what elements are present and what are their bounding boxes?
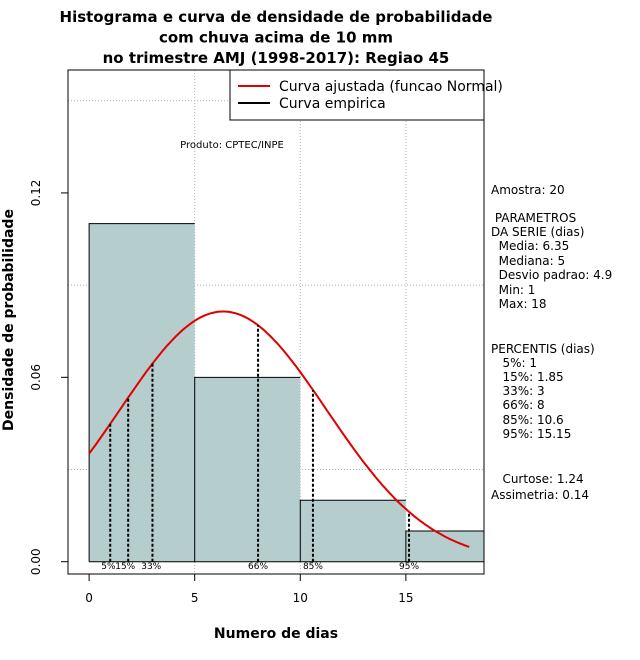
percentile-85: 85%: 10.6 bbox=[491, 413, 564, 427]
legend-box bbox=[229, 69, 485, 121]
params-title-1: PARAMETROS bbox=[491, 211, 577, 225]
title-line-2: com chuva acima de 10 mm bbox=[159, 29, 393, 47]
empirical-step-3 bbox=[299, 499, 406, 562]
percentile-66: 66%: 8 bbox=[491, 398, 545, 412]
sample-size: Amostra: 20 bbox=[491, 183, 565, 197]
legend: Curva ajustada (funcao Normal)Curva empi… bbox=[229, 69, 503, 121]
histogram-bar-3 bbox=[300, 500, 406, 562]
percentile-label-33: 33% bbox=[141, 562, 161, 572]
percentile-lines: 5% 15% 33% 66% 85% 95% bbox=[101, 325, 419, 572]
title-line-1: Histograma e curva de densidade de proba… bbox=[60, 8, 493, 26]
percentile-label-95: 95% bbox=[399, 562, 419, 572]
histogram-bars bbox=[88, 223, 484, 563]
histogram-bar-2 bbox=[194, 377, 301, 562]
axes: 0 5 10 15 0.00 0.06 0.12 Numero de dias Densidad… bbox=[1, 180, 414, 642]
kurtosis: Curtose: 1.24 bbox=[491, 472, 584, 486]
y-tick-label: 0.06 bbox=[29, 364, 43, 391]
params-title-2: DA SERIE (dias) bbox=[491, 225, 585, 239]
title-line-3: no trimestre AMJ (1998-2017): Regiao 45 bbox=[103, 49, 450, 67]
y-axis-label: Densidade de probabilidade bbox=[1, 209, 17, 431]
skewness: Assimetria: 0.14 bbox=[491, 488, 590, 502]
percentiles-title: PERCENTIS (dias) bbox=[491, 342, 595, 356]
y-tick-label: 0.12 bbox=[29, 180, 43, 207]
stat-sd: Desvio padrao: 4.9 bbox=[491, 268, 613, 282]
percentile-95: 95%: 15.15 bbox=[491, 427, 572, 441]
percentile-label-85: 85% bbox=[303, 562, 323, 572]
stat-median: Mediana: 5 bbox=[491, 254, 566, 268]
x-axis-label: Numero de dias bbox=[214, 626, 338, 642]
percentile-label-5: 5% bbox=[101, 562, 116, 572]
empirical-step-2 bbox=[194, 376, 301, 562]
legend-label-1: Curva ajustada (funcao Normal) bbox=[279, 79, 503, 95]
fitted-curve-group bbox=[88, 310, 470, 548]
normal-fit-curve bbox=[88, 310, 470, 548]
percentile-15: 15%: 1.85 bbox=[491, 370, 564, 384]
empirical-step-1 bbox=[88, 223, 195, 562]
stat-mean: Media: 6.35 bbox=[491, 239, 570, 253]
product-annotation: Produto: CPTEC/INPE bbox=[180, 140, 284, 151]
percentile-label-66: 66% bbox=[248, 562, 268, 572]
y-tick-label: 0.00 bbox=[29, 548, 43, 575]
histogram-bar-1 bbox=[89, 223, 195, 562]
chart-title: Histograma e curva de densidade de proba… bbox=[60, 8, 493, 67]
empirical-step-4 bbox=[405, 530, 484, 562]
stat-min: Min: 1 bbox=[491, 283, 536, 297]
x-tick-label: 15 bbox=[398, 591, 413, 605]
percentile-label-15: 15% bbox=[115, 562, 135, 572]
x-tick-label: 5 bbox=[191, 591, 199, 605]
x-tick-label: 10 bbox=[293, 591, 308, 605]
percentile-33: 33%: 3 bbox=[491, 384, 545, 398]
x-tick-label: 0 bbox=[85, 591, 93, 605]
legend-label-2: Curva empirica bbox=[279, 96, 386, 112]
stat-max: Max: 18 bbox=[491, 297, 547, 311]
percentile-5: 5%: 1 bbox=[491, 356, 537, 370]
